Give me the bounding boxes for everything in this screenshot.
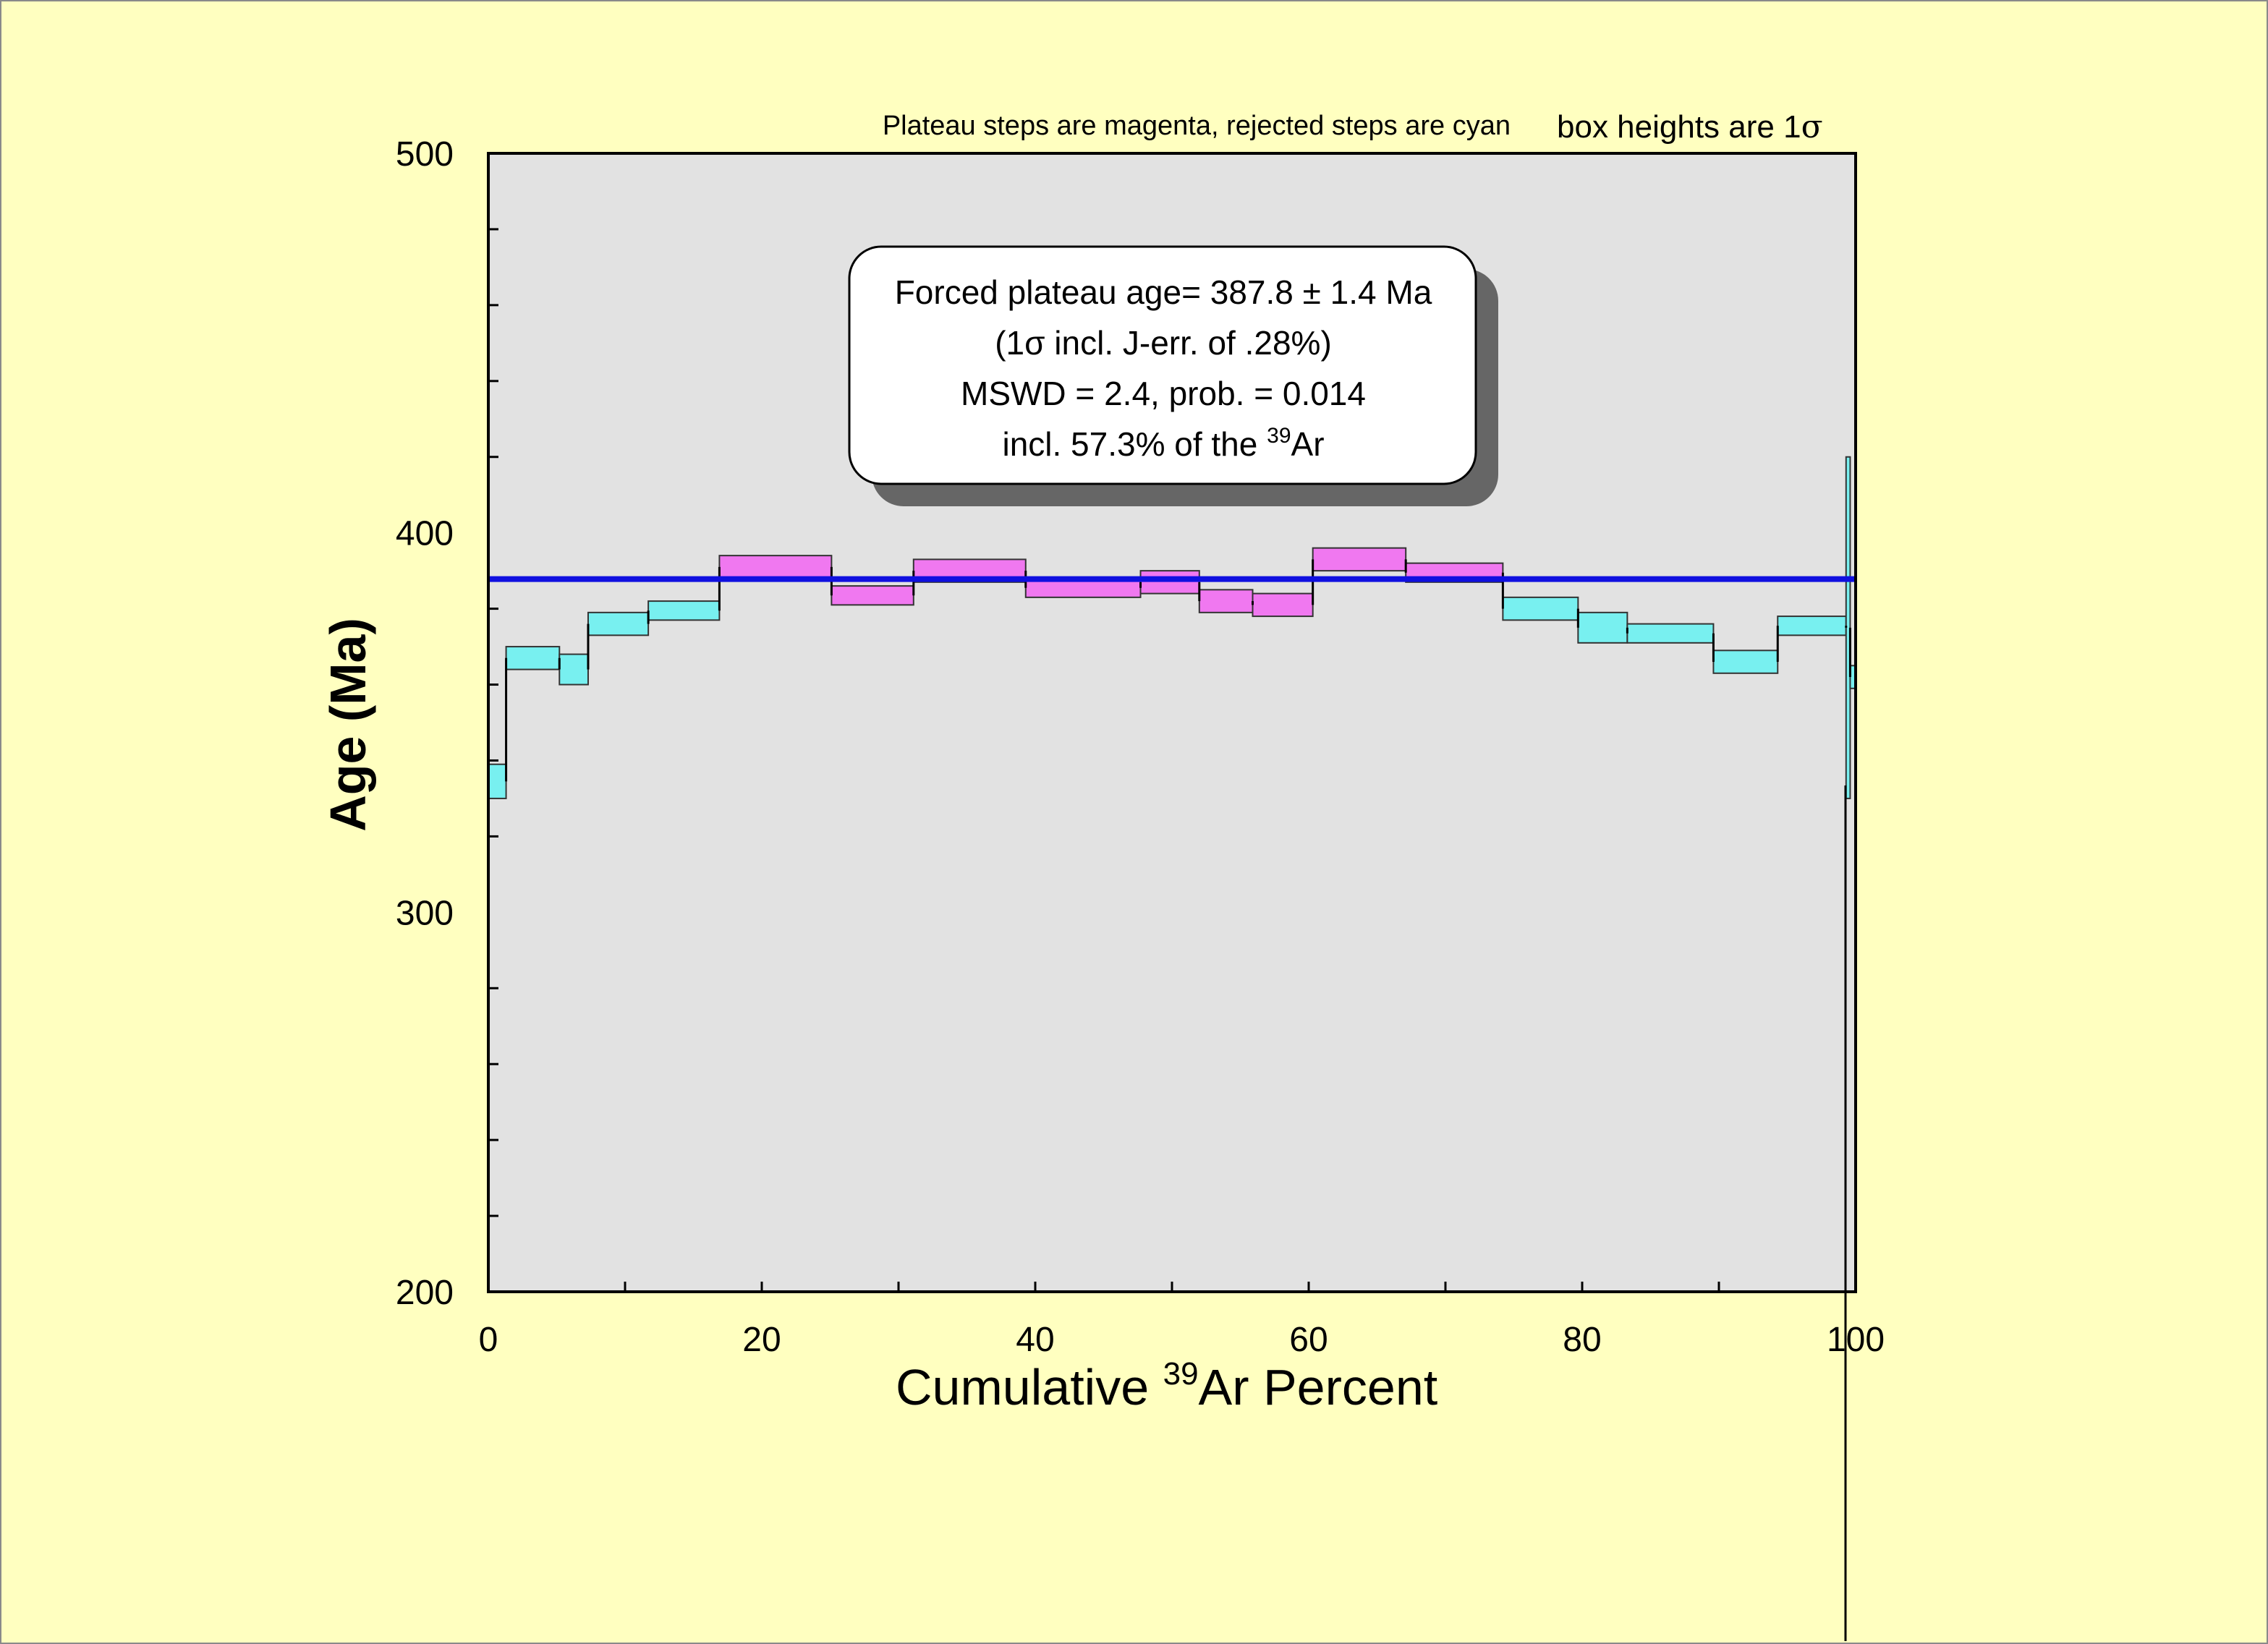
plateau-step-6 bbox=[718, 555, 833, 579]
x-axis-ticks: 0 20 40 60 80 100 bbox=[479, 1282, 1885, 1359]
rejected-step-2 bbox=[505, 646, 561, 670]
y-axis-ticks: 200 300 400 500 bbox=[396, 135, 498, 1312]
x-axis-title-start: Cumulative bbox=[896, 1359, 1163, 1415]
x-tick-label: 80 bbox=[1563, 1321, 1601, 1359]
sigma-symbol: σ bbox=[1801, 108, 1823, 145]
rejected-step-17 bbox=[1626, 623, 1715, 644]
plateau-step-12 bbox=[1252, 592, 1314, 618]
result-box-line3: MSWD = 2.4, prob. = 0.014 bbox=[961, 375, 1366, 412]
result-box-line4-pre: incl. 57.3% of the bbox=[1002, 425, 1267, 463]
x-axis-title-end: Ar Percent bbox=[1199, 1359, 1438, 1415]
x-tick-label: 100 bbox=[1827, 1321, 1885, 1359]
result-box-panel bbox=[848, 245, 1477, 485]
rejected-step-16 bbox=[1577, 611, 1628, 644]
y-tick-label: 500 bbox=[396, 135, 454, 174]
box-height-note: box heights are 1σ bbox=[1557, 108, 1823, 145]
x-tick-label: 0 bbox=[479, 1321, 498, 1359]
rejected-step-3 bbox=[558, 653, 589, 686]
rejected-step-4 bbox=[587, 611, 650, 636]
result-box-line4-post: Ar bbox=[1291, 425, 1325, 463]
rejected-step-18 bbox=[1712, 649, 1779, 674]
y-axis-title: Age (Ma) bbox=[320, 618, 376, 832]
rejected-step-1 bbox=[488, 763, 507, 799]
x-axis-title-sup: 39 bbox=[1163, 1356, 1199, 1392]
plateau-step-11 bbox=[1198, 589, 1254, 613]
x-tick-label: 20 bbox=[742, 1321, 781, 1359]
rejected-step-5 bbox=[647, 600, 721, 621]
rejected-step-19 bbox=[1777, 616, 1847, 636]
plateau-step-13 bbox=[1312, 547, 1407, 572]
result-box-line2: (1σ incl. J-err. of .28%) bbox=[995, 324, 1332, 362]
x-tick-label: 60 bbox=[1289, 1321, 1328, 1359]
result-box-line4: incl. 57.3% of the 39Ar bbox=[1002, 424, 1324, 463]
plateau-result-box: Forced plateau age= 387.8 ± 1.4 Ma (1σ i… bbox=[848, 245, 1498, 506]
result-box-line1: Forced plateau age= 387.8 ± 1.4 Ma bbox=[895, 273, 1432, 311]
legend-note: Plateau steps are magenta, rejected step… bbox=[883, 111, 1511, 141]
x-axis-title: Cumulative 39Ar Percent bbox=[896, 1356, 1437, 1415]
box-height-note-text: box heights are 1 bbox=[1557, 109, 1801, 145]
y-tick-label: 400 bbox=[396, 515, 454, 553]
x-tick-label: 40 bbox=[1016, 1321, 1054, 1359]
plateau-step-10 bbox=[1139, 570, 1200, 595]
result-box-line4-sup: 39 bbox=[1267, 424, 1291, 448]
y-tick-label: 200 bbox=[396, 1274, 454, 1312]
plateau-step-7 bbox=[831, 585, 914, 606]
y-tick-label: 300 bbox=[396, 894, 454, 932]
rejected-step-15 bbox=[1502, 596, 1579, 621]
